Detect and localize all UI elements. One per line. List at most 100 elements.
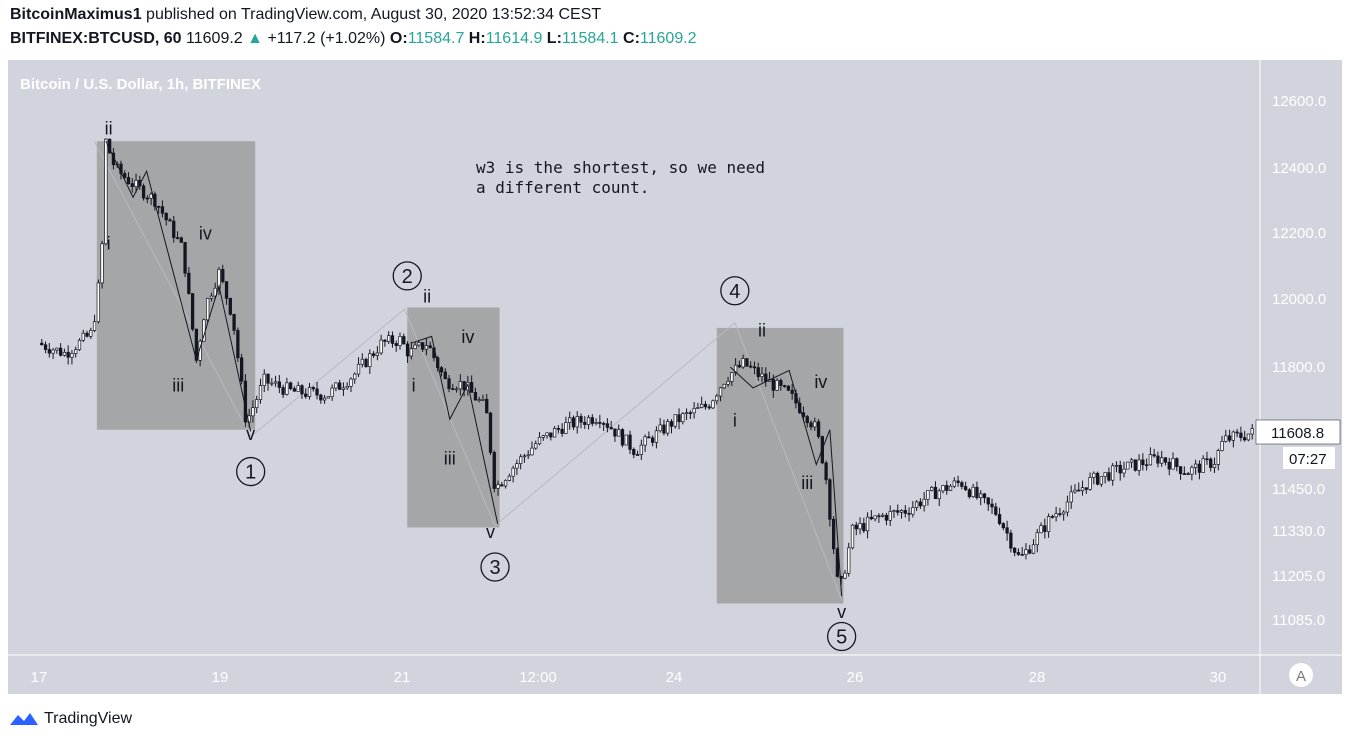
candle bbox=[545, 432, 549, 437]
candle bbox=[782, 385, 787, 387]
candle bbox=[884, 514, 889, 521]
candle bbox=[409, 348, 413, 357]
candle bbox=[292, 388, 297, 392]
candle bbox=[654, 430, 659, 443]
candle bbox=[134, 179, 138, 187]
candle bbox=[428, 345, 432, 349]
svg-text:1: 1 bbox=[245, 462, 256, 484]
candle bbox=[277, 381, 281, 388]
subwave-line-3[interactable] bbox=[729, 366, 843, 597]
candle bbox=[417, 342, 421, 346]
candle bbox=[349, 378, 353, 387]
candle bbox=[1250, 428, 1254, 435]
candle bbox=[639, 444, 643, 455]
candle bbox=[733, 364, 738, 374]
candle bbox=[828, 479, 832, 520]
candle bbox=[405, 343, 410, 357]
candle bbox=[888, 511, 892, 521]
candle bbox=[1220, 441, 1224, 451]
candle bbox=[1103, 472, 1107, 478]
candle bbox=[187, 272, 191, 294]
candle bbox=[813, 421, 817, 428]
candle bbox=[58, 347, 63, 356]
svg-text:3: 3 bbox=[489, 557, 500, 579]
candle bbox=[1167, 461, 1171, 470]
candle bbox=[300, 385, 304, 395]
candle bbox=[209, 295, 214, 299]
candle bbox=[1137, 459, 1141, 471]
candle bbox=[1050, 516, 1055, 518]
subwave-line-2[interactable] bbox=[410, 335, 499, 525]
candle bbox=[865, 516, 870, 532]
candle bbox=[519, 456, 523, 464]
candle bbox=[726, 381, 730, 385]
symbol-label: BITFINEX:BTCUSD, 60 bbox=[10, 30, 182, 47]
candle bbox=[1012, 547, 1017, 553]
candle bbox=[74, 349, 78, 354]
wave-circle-label[interactable]: 3 bbox=[480, 552, 510, 582]
candle bbox=[779, 380, 783, 386]
candle bbox=[236, 330, 240, 359]
candle bbox=[1001, 523, 1005, 529]
candle bbox=[379, 339, 383, 354]
candle bbox=[1024, 549, 1028, 555]
candle bbox=[70, 353, 74, 358]
candle bbox=[522, 455, 527, 458]
candle bbox=[579, 416, 583, 423]
y-tick-label: 11205.0 bbox=[1272, 568, 1325, 585]
candle bbox=[1035, 532, 1039, 546]
candle bbox=[515, 463, 519, 469]
candle bbox=[123, 173, 127, 178]
candle bbox=[601, 423, 606, 425]
auto-scale-button[interactable] bbox=[1289, 663, 1313, 687]
wave-circle-label[interactable]: 1 bbox=[236, 456, 266, 487]
wave-circle-label[interactable]: 2 bbox=[392, 261, 422, 291]
footer-brand[interactable]: TradingView bbox=[8, 706, 132, 732]
candle bbox=[1122, 468, 1126, 474]
candle bbox=[454, 388, 459, 391]
candle bbox=[51, 349, 55, 354]
candle bbox=[824, 462, 828, 481]
candle bbox=[926, 489, 930, 500]
candle bbox=[786, 385, 791, 391]
candle bbox=[1065, 501, 1070, 513]
wave-circle-label[interactable]: 5 bbox=[826, 621, 857, 652]
up-triangle-icon: ▲ bbox=[247, 30, 263, 47]
price-axis[interactable] bbox=[1260, 60, 1342, 694]
wave-label: iv bbox=[814, 372, 827, 392]
y-tick-label: 11085.0 bbox=[1272, 612, 1325, 629]
candle bbox=[1062, 511, 1066, 515]
candle bbox=[326, 396, 331, 399]
last-price-tag-text: 11608.8 bbox=[1271, 425, 1324, 442]
candle bbox=[647, 436, 651, 439]
wave-label: i bbox=[733, 410, 737, 430]
candle bbox=[270, 382, 274, 385]
candle bbox=[503, 480, 508, 487]
candle bbox=[571, 417, 576, 428]
candle bbox=[168, 219, 172, 222]
author-name[interactable]: BitcoinMaximus1 bbox=[10, 6, 142, 23]
wave-box-1[interactable] bbox=[96, 141, 256, 430]
candle bbox=[153, 193, 157, 207]
candle bbox=[899, 510, 904, 513]
candle bbox=[469, 382, 474, 393]
candle bbox=[1099, 476, 1104, 485]
candle bbox=[1193, 463, 1198, 468]
wave-label: v bbox=[246, 424, 255, 444]
candle bbox=[960, 482, 964, 487]
candle bbox=[956, 480, 960, 483]
candle bbox=[990, 503, 994, 508]
candle bbox=[809, 422, 813, 428]
candle bbox=[1126, 461, 1130, 470]
wave-box-2[interactable] bbox=[407, 307, 500, 528]
wave-circle-label[interactable]: 4 bbox=[720, 276, 750, 306]
subwave-line-1[interactable] bbox=[105, 140, 252, 432]
candle bbox=[330, 387, 334, 398]
candle bbox=[703, 403, 708, 408]
candle bbox=[368, 353, 372, 368]
wave-label: ii bbox=[758, 320, 766, 340]
candle bbox=[360, 358, 364, 365]
candle bbox=[477, 399, 481, 402]
close-label: C: bbox=[623, 30, 640, 47]
